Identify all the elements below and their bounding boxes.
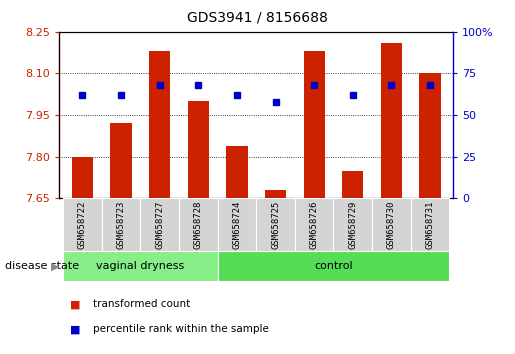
Bar — [140, 198, 179, 251]
Bar — [63, 198, 102, 251]
Text: GSM658725: GSM658725 — [271, 201, 280, 249]
Bar — [303, 51, 325, 198]
Text: control: control — [314, 261, 353, 272]
Text: GDS3941 / 8156688: GDS3941 / 8156688 — [187, 11, 328, 25]
Text: ■: ■ — [70, 324, 80, 334]
Bar — [419, 74, 441, 198]
Text: GSM658724: GSM658724 — [232, 201, 242, 249]
Bar — [217, 251, 449, 281]
Bar — [372, 198, 410, 251]
Bar — [179, 198, 217, 251]
Bar — [226, 145, 248, 198]
Text: GSM658723: GSM658723 — [116, 201, 126, 249]
Text: GSM658726: GSM658726 — [310, 201, 319, 249]
Bar — [149, 51, 170, 198]
Text: vaginal dryness: vaginal dryness — [96, 261, 184, 272]
Text: ▶: ▶ — [51, 261, 59, 272]
Bar — [265, 190, 286, 198]
Bar — [217, 198, 256, 251]
Bar — [295, 198, 334, 251]
Text: GSM658730: GSM658730 — [387, 201, 396, 249]
Text: percentile rank within the sample: percentile rank within the sample — [93, 324, 269, 334]
Bar — [381, 43, 402, 198]
Text: GSM658722: GSM658722 — [78, 201, 87, 249]
Text: transformed count: transformed count — [93, 299, 190, 309]
Bar — [102, 198, 140, 251]
Bar — [110, 124, 132, 198]
Text: GSM658729: GSM658729 — [348, 201, 357, 249]
Bar — [187, 101, 209, 198]
Text: disease state: disease state — [5, 261, 79, 272]
Bar — [256, 198, 295, 251]
Text: GSM658727: GSM658727 — [155, 201, 164, 249]
Bar — [410, 198, 449, 251]
Bar — [334, 198, 372, 251]
Text: GSM658731: GSM658731 — [425, 201, 435, 249]
Bar — [342, 171, 364, 198]
Text: ■: ■ — [70, 299, 80, 309]
Bar — [72, 157, 93, 198]
Bar — [63, 251, 217, 281]
Text: GSM658728: GSM658728 — [194, 201, 203, 249]
